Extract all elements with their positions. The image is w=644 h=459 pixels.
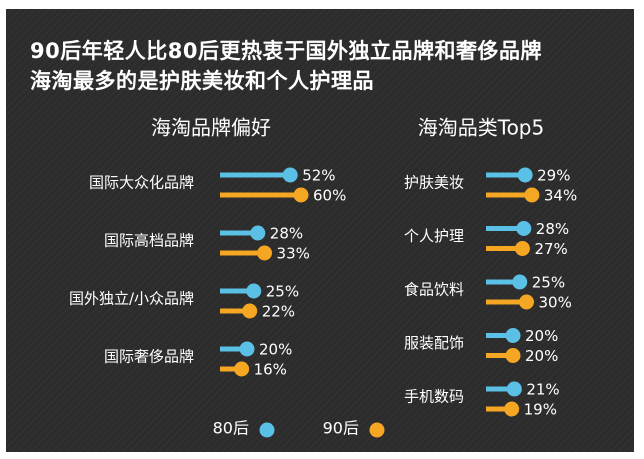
data-label-80: 20% [259, 341, 292, 359]
bar-end-dot-90 [293, 187, 309, 203]
data-label-80: 21% [526, 381, 559, 399]
data-label-90: 19% [524, 401, 557, 419]
legend-dot-90 [369, 422, 385, 438]
data-label-90: 22% [262, 303, 295, 321]
bar-end-dot-90 [257, 245, 273, 261]
bar-end-dot-90 [514, 241, 530, 256]
headline-line-2: 海淘最多的是护肤美妆和个人护理品 [30, 69, 374, 93]
bar-end-dot-80 [505, 328, 521, 343]
bar-end-dot-80 [246, 283, 262, 299]
data-label-80: 52% [302, 167, 335, 185]
category-label: 国际高档品牌 [104, 232, 194, 250]
category-label: 国外独立/小众品牌 [69, 290, 194, 308]
legend-label-90: 90后 [323, 419, 359, 438]
data-label-90: 27% [534, 240, 567, 258]
bar-end-dot-90 [519, 294, 534, 310]
legend-label-80: 80后 [213, 419, 249, 438]
category-label: 食品饮料 [404, 281, 464, 299]
bar-end-dot-80 [239, 341, 255, 357]
data-label-90: 16% [254, 361, 287, 379]
headline-line-1: 90后年轻人比80后更热衷于国外独立品牌和奢侈品牌 [30, 39, 542, 63]
data-label-90: 60% [313, 187, 346, 205]
bar-end-dot-80 [512, 274, 528, 290]
category-label: 护肤美妆 [404, 174, 464, 192]
data-label-90: 33% [277, 245, 310, 263]
bar-end-dot-80 [506, 381, 522, 397]
bar-end-dot-80 [517, 167, 533, 183]
bar-end-dot-90 [505, 348, 521, 363]
data-label-80: 20% [525, 327, 558, 345]
category-label: 个人护理 [404, 227, 464, 245]
category-label: 手机数码 [404, 388, 464, 406]
bar-end-dot-80 [282, 167, 298, 183]
data-label-80: 25% [532, 274, 565, 292]
data-label-80: 25% [266, 283, 299, 301]
data-label-90: 34% [544, 187, 577, 205]
infographic-frame: 90后年轻人比80后更热衷于国外独立品牌和奢侈品牌 海淘最多的是护肤美妆和个人护… [6, 9, 634, 452]
category-label: 服装配饰 [404, 334, 464, 352]
bar-end-dot-80 [250, 225, 266, 241]
bar-end-dot-80 [516, 221, 532, 236]
category-label: 国际奢侈品牌 [104, 348, 194, 366]
chart-title-2: 海淘品类Top5 [418, 116, 544, 140]
data-label-90: 20% [525, 347, 558, 365]
legend-dot-80 [259, 422, 275, 438]
category-label: 国际大众化品牌 [89, 174, 194, 192]
data-label-80: 28% [536, 220, 569, 238]
bar-end-dot-90 [524, 187, 540, 203]
chart-title-1: 海淘品牌偏好 [151, 116, 271, 140]
bar-end-dot-90 [242, 303, 258, 319]
data-label-90: 30% [539, 294, 572, 312]
bar-end-dot-90 [504, 401, 520, 417]
data-label-80: 28% [270, 225, 303, 243]
data-label-80: 29% [537, 167, 570, 185]
bar-end-dot-90 [234, 361, 250, 377]
